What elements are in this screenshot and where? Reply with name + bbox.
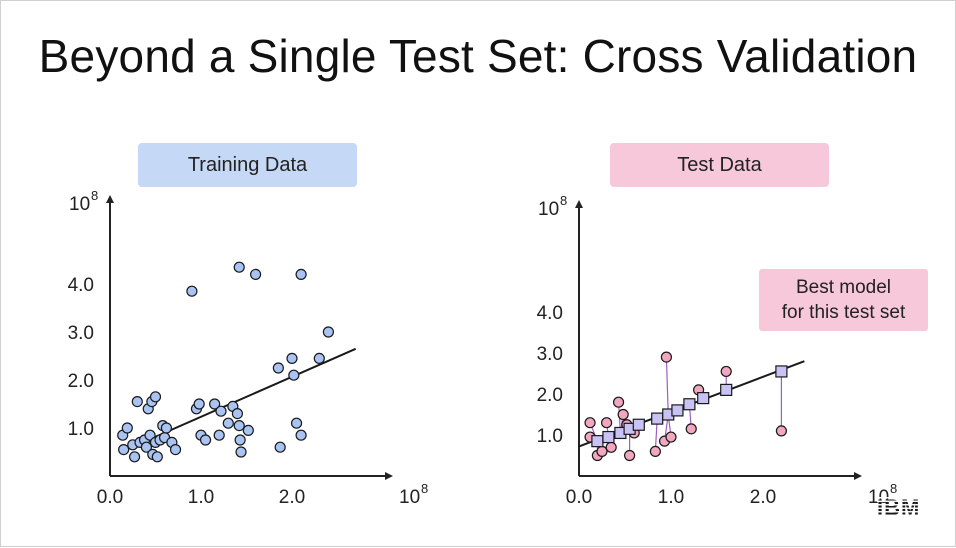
chart0-data-point	[151, 451, 163, 463]
chart1-x-tick-label: 1.0	[658, 487, 684, 508]
chart1-predicted-point	[720, 383, 733, 396]
chart1-y-tick-label: 2.0	[537, 385, 563, 406]
chart1-actual-point	[584, 417, 596, 429]
chart1-predicted-point	[671, 404, 684, 417]
chart0-data-point	[286, 352, 298, 364]
chart1-x-exponent-sup: 8	[890, 481, 897, 496]
chart1-predicted-point	[602, 430, 615, 444]
chart0-x-tick-label: 0.0	[97, 487, 123, 508]
chart1-y-tick-label: 4.0	[537, 303, 563, 324]
chart0-data-point	[290, 417, 303, 429]
chart1-actual-point	[617, 408, 629, 421]
chart0-data-point	[233, 261, 245, 273]
chart0-x-tick-label: 1.0	[188, 487, 214, 508]
chart0-y-tick-label: 3.0	[68, 323, 94, 344]
chart1-y-exponent-sup: 8	[560, 193, 567, 208]
chart0-data-point	[235, 446, 247, 458]
chart0-data-point	[274, 441, 286, 453]
chart0-y-exponent-label: 10	[69, 194, 90, 215]
chart1-actual-point	[612, 396, 625, 408]
chart1-actual-point	[649, 445, 661, 457]
chart0-y-tick-label: 2.0	[68, 371, 94, 392]
test-data-label: Test Data	[610, 143, 829, 187]
callout-line-2: for this test set	[781, 302, 906, 323]
chart0-data-point	[250, 268, 262, 280]
chart1-x-tick-label: 0.0	[566, 487, 592, 508]
chart0-y-tick-label: 4.0	[68, 275, 94, 296]
chart0-data-point	[215, 405, 227, 417]
chart0-data-point	[199, 434, 212, 446]
chart0-data-point	[272, 362, 284, 374]
chart1-actual-point	[775, 425, 788, 437]
training-data-label: Training Data	[138, 143, 357, 187]
slide-title: Beyond a Single Test Set: Cross Validati…	[38, 30, 918, 82]
ibm-logo: IBM	[877, 495, 933, 520]
ibm-logo-text: IBM	[877, 495, 921, 520]
chart1-actual-point	[660, 351, 673, 363]
chart0-data-point	[169, 444, 182, 456]
chart1-actual-point	[685, 423, 697, 435]
chart0-x-axis-arrow	[385, 472, 393, 480]
chart1-y-axis-arrow	[575, 200, 583, 208]
chart1-predicted-point	[683, 398, 696, 411]
chart1-actual-point	[623, 449, 636, 462]
chart1-predicted-point	[591, 435, 604, 448]
chart1-predicted-point	[697, 392, 710, 405]
chart0-x-tick-label: 2.0	[279, 487, 305, 508]
chart1-predicted-point	[651, 412, 664, 425]
chart0-data-point	[313, 352, 325, 364]
chart0-y-exponent-sup: 8	[91, 188, 98, 203]
chart0-data-point	[231, 408, 243, 420]
chart0-data-point	[131, 396, 143, 408]
chart1-y-tick-label: 3.0	[537, 344, 563, 365]
callout-line-1: Best model	[795, 277, 892, 298]
chart1-y-exponent-label: 10	[538, 199, 559, 220]
chart1-actual-point	[596, 445, 608, 457]
chart1-predicted-point	[632, 418, 645, 431]
chart1-actual-point	[720, 365, 732, 378]
chart1-actual-point	[665, 431, 677, 443]
chart0-data-point	[295, 429, 307, 441]
chart0-x-exponent-label: 10	[399, 487, 420, 508]
chart1-x-axis-arrow	[854, 472, 862, 480]
chart0-data-point	[209, 398, 221, 410]
chart0-data-point	[128, 451, 141, 463]
chart1-x-tick-label: 2.0	[750, 487, 776, 508]
chart0-data-point	[233, 420, 245, 432]
chart0-data-point	[140, 441, 152, 453]
chart0-data-point	[222, 417, 234, 429]
chart1-predicted-point	[775, 365, 788, 378]
chart0-y-tick-label: 1.0	[68, 419, 94, 440]
best-model-callout: Best model for this test set	[759, 269, 928, 331]
chart0-y-axis-arrow	[106, 195, 114, 203]
chart0-x-exponent-sup: 8	[421, 481, 428, 496]
chart0-data-point	[121, 422, 133, 434]
chart0-data-point	[295, 268, 307, 280]
chart0-data-point	[160, 422, 173, 434]
chart0-data-point	[213, 429, 225, 441]
chart0-data-point	[242, 424, 254, 436]
chart1-residual-line	[665, 357, 669, 415]
chart0-data-point	[149, 391, 162, 403]
chart0-data-point	[186, 285, 198, 297]
chart0-data-point	[288, 369, 300, 381]
chart0-data-point	[193, 398, 205, 410]
chart0-data-point	[234, 434, 246, 446]
chart1-y-tick-label: 1.0	[537, 426, 563, 447]
chart1-actual-point	[605, 441, 617, 453]
chart1-actual-point	[600, 417, 613, 429]
chart0-data-point	[118, 444, 130, 456]
chart0-data-point	[322, 326, 334, 338]
